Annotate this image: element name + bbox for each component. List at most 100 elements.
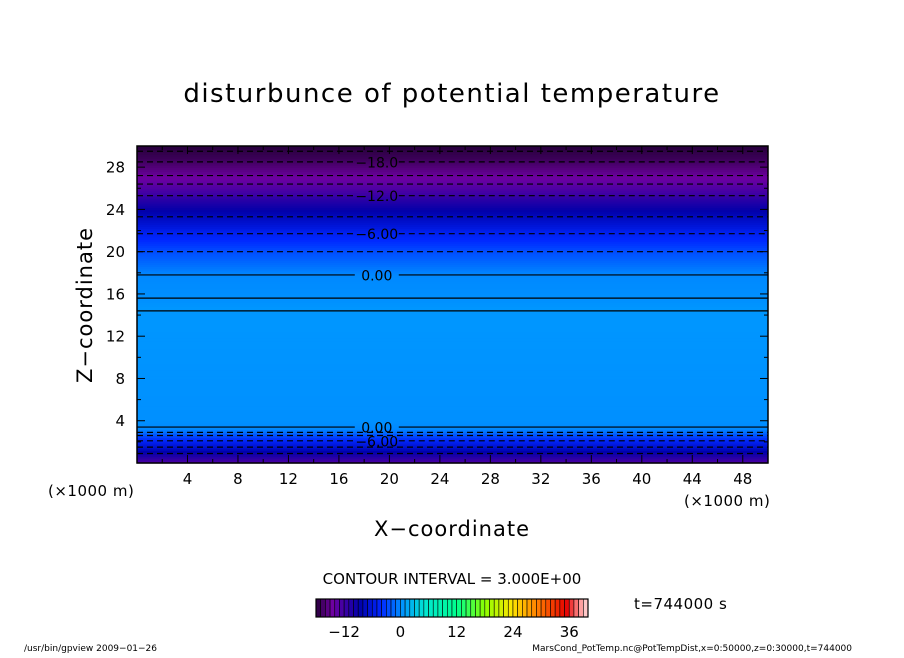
heatmap-band — [137, 152, 768, 156]
heatmap-band — [137, 238, 768, 242]
colorbar-frame — [315, 598, 589, 618]
y-tick-label: 16 — [106, 285, 125, 303]
colorbar — [315, 598, 589, 618]
heatmap-band — [137, 277, 768, 280]
heatmap-band — [137, 437, 768, 441]
heatmap-band — [137, 198, 768, 202]
heatmap-band — [137, 167, 768, 170]
colorbar-tick-label: 0 — [396, 623, 406, 641]
heatmap-band — [137, 374, 768, 377]
colorbar-cell — [348, 598, 354, 618]
heatmap-band — [137, 399, 768, 403]
contour-label: −6.00 — [355, 227, 398, 243]
colorbar-cell — [423, 598, 429, 618]
heatmap-band — [137, 245, 768, 249]
heatmap-band — [137, 355, 768, 358]
heatmap-band — [137, 427, 768, 430]
colorbar-cell — [390, 598, 397, 618]
heatmap-band — [137, 458, 768, 462]
heatmap-band — [137, 353, 768, 356]
x-tick-label: 12 — [279, 470, 298, 488]
heatmap-band — [137, 429, 768, 432]
colorbar-cell — [461, 598, 467, 618]
heatmap-band — [137, 310, 768, 314]
heatmap-band — [137, 302, 768, 306]
heatmap-band — [137, 296, 768, 299]
heatmap-band — [137, 289, 768, 293]
y-tick-label: 8 — [115, 370, 125, 388]
colorbar-cell — [479, 598, 486, 618]
heatmap-band — [137, 416, 768, 420]
heatmap-band — [137, 422, 768, 426]
heatmap-band — [137, 361, 768, 365]
axis-ticks — [137, 146, 768, 463]
heatmap-band — [137, 260, 768, 263]
x-tick-label: 44 — [683, 470, 702, 488]
colorbar-cell — [451, 598, 457, 618]
colorbar-cell — [400, 598, 406, 618]
contour-label: −12.0 — [355, 189, 398, 205]
heatmap-band — [137, 327, 768, 331]
colorbar-cell — [381, 598, 387, 618]
contour-label: 0.00 — [361, 268, 392, 284]
heatmap-band — [137, 279, 768, 282]
heatmap-band — [137, 443, 768, 447]
heatmap-band — [137, 389, 768, 392]
heatmap-band — [137, 323, 768, 327]
heatmap-band — [137, 165, 768, 168]
x-tick-label: 24 — [430, 470, 449, 488]
heatmap-band — [137, 348, 768, 352]
contour-label: −6.00 — [355, 434, 398, 450]
heatmap-band — [137, 181, 768, 185]
heatmap-band — [137, 219, 768, 223]
footer-left: /usr/bin/gpview 2009−01−26 — [24, 644, 157, 654]
heatmap-band — [137, 414, 768, 418]
heatmap-band — [137, 241, 768, 244]
heatmap-band — [137, 200, 768, 204]
y-axis-label: Z−coordinate — [73, 227, 97, 383]
heatmap-band — [137, 154, 768, 158]
colorbar-cell — [357, 598, 364, 618]
heatmap-band — [137, 213, 768, 217]
colorbar-cell — [531, 598, 537, 618]
x-tick-label: 28 — [481, 470, 500, 488]
heatmap-band — [137, 291, 768, 295]
heatmap-band — [137, 460, 768, 464]
heatmap-band — [137, 304, 768, 308]
colorbar-cell — [320, 598, 326, 618]
heatmap-band — [137, 293, 768, 297]
colorbar-tick-label: 24 — [503, 623, 522, 641]
heatmap-band — [137, 230, 768, 234]
colorbar-cell — [554, 598, 561, 618]
heatmap-band — [137, 146, 768, 149]
heatmap-band — [137, 207, 768, 210]
colorbar-cell — [526, 598, 533, 618]
heatmap-band — [137, 359, 768, 363]
colorbar-cell — [371, 598, 378, 618]
x-tick-label: 40 — [632, 470, 651, 488]
colorbar-cell — [564, 598, 570, 618]
colorbar-cell — [367, 598, 373, 618]
heatmap-band — [137, 158, 768, 162]
heatmap-band — [137, 441, 768, 445]
heatmap-band — [137, 285, 768, 289]
heatmap-band — [137, 274, 768, 278]
colorbar-cell — [484, 598, 490, 618]
heatmap-band — [137, 350, 768, 354]
y-tick-label: 4 — [115, 412, 125, 430]
heatmap-band — [137, 236, 768, 240]
colorbar-cell — [475, 598, 481, 618]
chart-title: disturbunce of potential temperature — [183, 79, 720, 109]
heatmap-band — [137, 454, 768, 458]
x-unit-left: (×1000 m) — [48, 482, 134, 500]
heatmap-band — [137, 380, 768, 384]
colorbar-cell — [536, 598, 542, 618]
colorbar-cell — [540, 598, 547, 618]
heatmap-band — [137, 334, 768, 337]
heatmap-band — [137, 370, 768, 373]
heatmap-band — [137, 405, 768, 409]
heatmap-band — [137, 412, 768, 415]
colorbar-tick-labels: −12 0 12 24 36 — [328, 623, 578, 641]
colorbar-cell — [334, 598, 340, 618]
